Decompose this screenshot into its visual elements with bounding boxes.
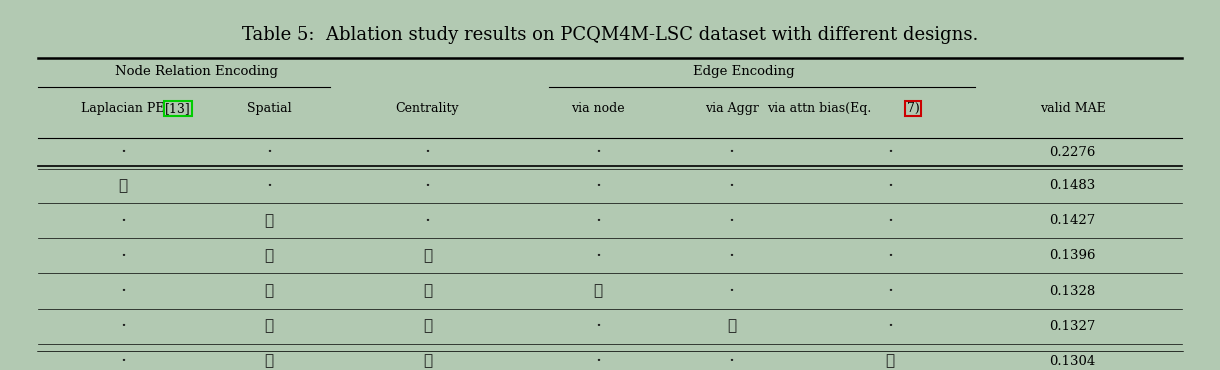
Text: ✓: ✓ — [265, 214, 273, 228]
Text: 0.1327: 0.1327 — [1049, 320, 1096, 333]
Text: 0.1304: 0.1304 — [1049, 355, 1096, 368]
Text: ·: · — [887, 177, 893, 195]
Text: ✓: ✓ — [423, 319, 432, 333]
Text: via node: via node — [571, 102, 625, 115]
Text: ·: · — [887, 247, 893, 265]
Text: 0.2276: 0.2276 — [1049, 146, 1096, 159]
Text: ·: · — [887, 282, 893, 300]
Text: ·: · — [120, 212, 126, 230]
Text: ·: · — [595, 247, 601, 265]
Text: Node Relation Encoding: Node Relation Encoding — [115, 65, 278, 78]
Text: 7): 7) — [906, 102, 920, 115]
Text: 0.1427: 0.1427 — [1049, 214, 1096, 227]
Text: ·: · — [728, 143, 734, 161]
Text: ✓: ✓ — [423, 249, 432, 263]
Text: Centrality: Centrality — [395, 102, 459, 115]
Text: ·: · — [595, 352, 601, 370]
Text: 0.1328: 0.1328 — [1049, 285, 1096, 297]
Text: ·: · — [120, 352, 126, 370]
Text: ✓: ✓ — [265, 354, 273, 368]
Text: ·: · — [595, 212, 601, 230]
Text: ·: · — [728, 212, 734, 230]
Text: ·: · — [120, 143, 126, 161]
Text: 0.1483: 0.1483 — [1049, 179, 1096, 192]
Text: ·: · — [595, 143, 601, 161]
Text: ·: · — [120, 317, 126, 335]
Text: ·: · — [728, 177, 734, 195]
Text: ·: · — [425, 212, 431, 230]
Text: [13]: [13] — [165, 102, 190, 115]
Text: ·: · — [728, 247, 734, 265]
Text: ·: · — [425, 143, 431, 161]
Text: Table 5:  Ablation study results on PCQM4M-LSC dataset with different designs.: Table 5: Ablation study results on PCQM4… — [242, 26, 978, 44]
Text: via Aggr: via Aggr — [705, 102, 759, 115]
Text: ·: · — [887, 143, 893, 161]
Text: ✓: ✓ — [886, 354, 894, 368]
Text: ·: · — [887, 317, 893, 335]
Text: ✓: ✓ — [118, 179, 128, 193]
Text: ✓: ✓ — [265, 284, 273, 298]
Text: Laplacian PE: Laplacian PE — [82, 102, 165, 115]
Text: Edge Encoding: Edge Encoding — [693, 65, 794, 78]
Text: ·: · — [266, 177, 272, 195]
Text: ·: · — [595, 177, 601, 195]
Text: ✓: ✓ — [265, 249, 273, 263]
Text: ·: · — [728, 352, 734, 370]
Text: ·: · — [425, 177, 431, 195]
Text: via attn bias(Eq.: via attn bias(Eq. — [767, 102, 872, 115]
Text: ✓: ✓ — [593, 284, 603, 298]
Text: ✓: ✓ — [423, 354, 432, 368]
Text: ·: · — [120, 282, 126, 300]
Text: ·: · — [120, 247, 126, 265]
Text: ·: · — [595, 317, 601, 335]
Text: ✓: ✓ — [265, 319, 273, 333]
Text: Spatial: Spatial — [246, 102, 292, 115]
Text: ·: · — [728, 282, 734, 300]
Text: 0.1396: 0.1396 — [1049, 249, 1096, 262]
Text: ·: · — [266, 143, 272, 161]
Text: ✓: ✓ — [423, 284, 432, 298]
Text: valid MAE: valid MAE — [1039, 102, 1105, 115]
Text: ✓: ✓ — [727, 319, 737, 333]
Text: ·: · — [887, 212, 893, 230]
